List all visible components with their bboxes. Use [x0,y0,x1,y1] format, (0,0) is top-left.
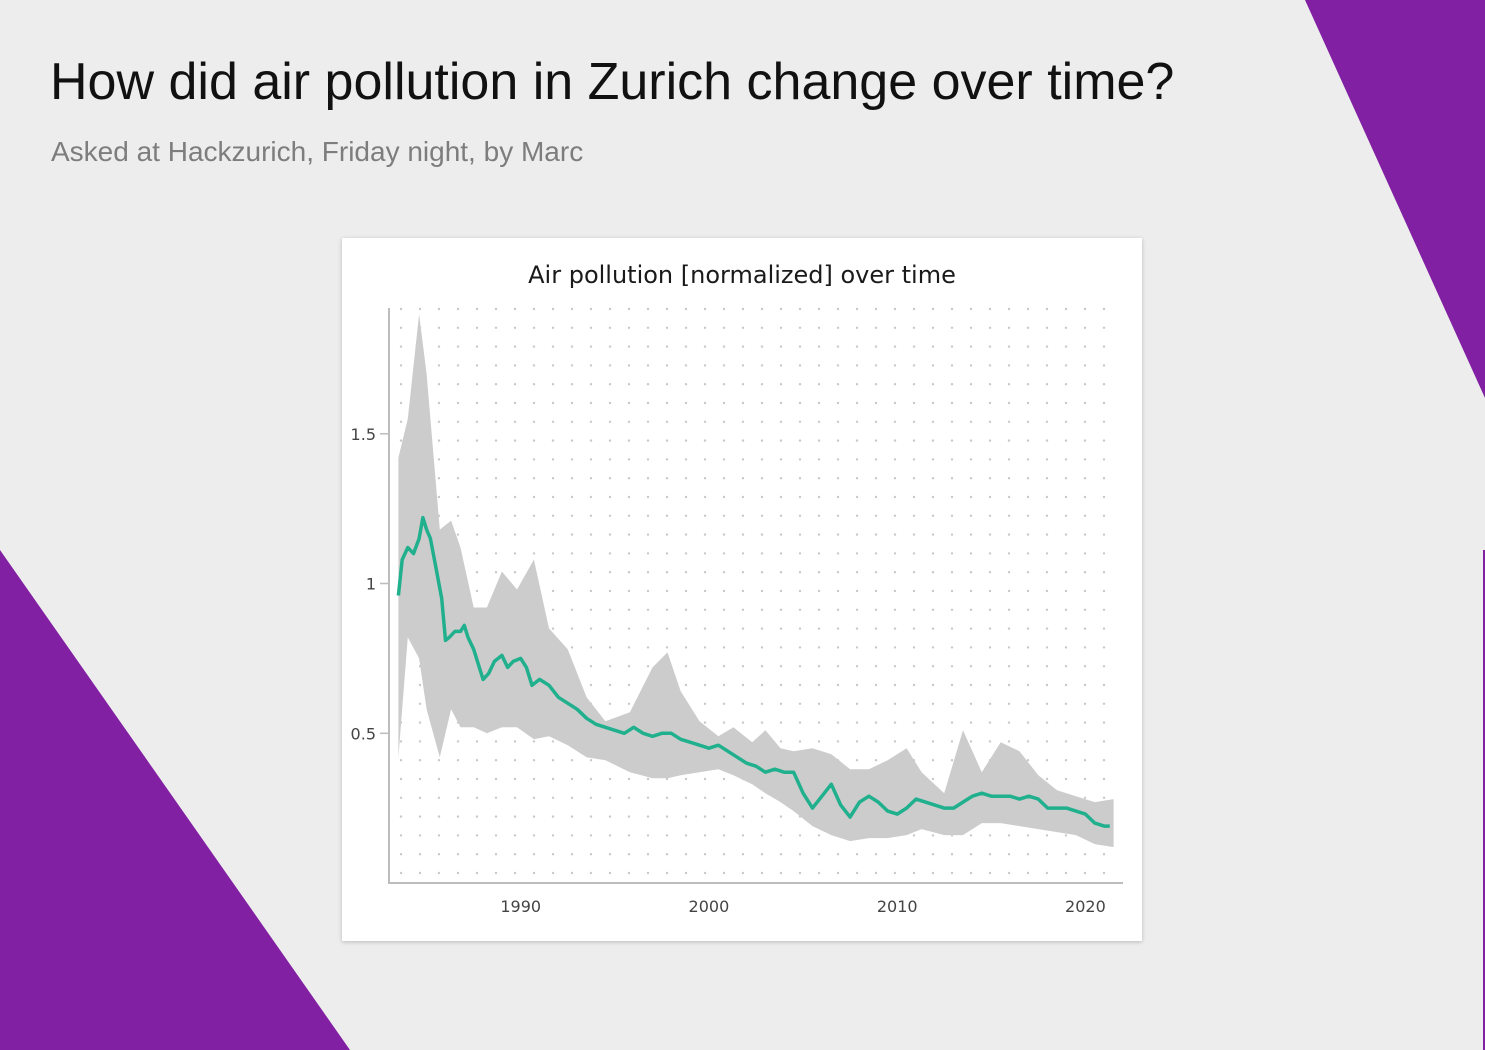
page-subtitle: Asked at Hackzurich, Friday night, by Ma… [51,136,584,167]
chart-card: Air pollution [normalized] over time 0.5… [342,238,1142,941]
purple-triangle-top-right [1305,0,1485,398]
y-tick-label: 1 [366,575,376,594]
x-ticks: 1990 2000 2010 2020 [500,897,1105,916]
chart-title: Air pollution [normalized] over time [528,261,956,289]
purple-strip-right-edge [1483,550,1485,1050]
x-tick-label: 2010 [877,897,918,916]
y-tick-label: 1.5 [351,425,376,444]
pollution-line [396,515,1110,828]
page-title: How did air pollution in Zurich change o… [50,53,1175,111]
y-tick-label: 0.5 [351,724,376,743]
y-ticks: 0.5 1 1.5 [351,425,388,743]
confidence-band [398,314,1114,848]
x-tick-label: 2000 [689,897,730,916]
x-tick-label: 2020 [1065,897,1106,916]
purple-triangle-bottom-left [0,550,350,1050]
air-pollution-chart: Air pollution [normalized] over time 0.5… [351,261,1123,916]
x-tick-label: 1990 [500,897,541,916]
